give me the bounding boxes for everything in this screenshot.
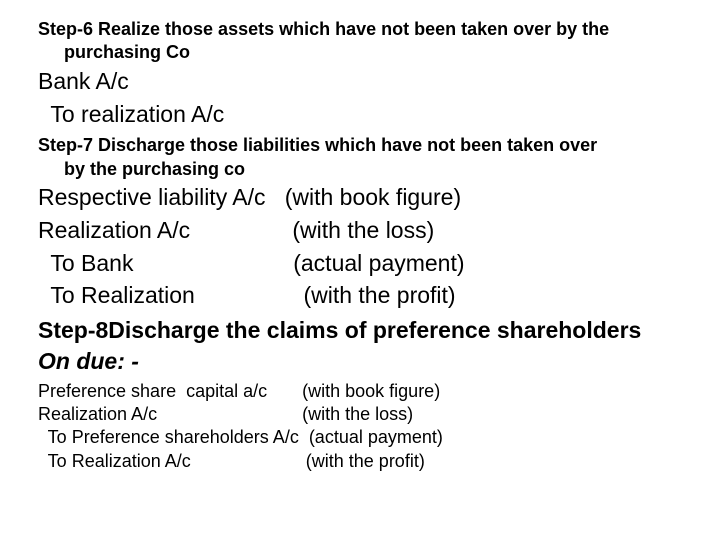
step8-line2: Realization A/c (with the loss) bbox=[38, 403, 682, 426]
step7-heading: Step-7 Discharge those liabilities which… bbox=[38, 134, 682, 181]
step7-line4: To Realization (with the profit) bbox=[38, 281, 682, 310]
step6-heading-line2: purchasing Co bbox=[38, 41, 682, 64]
step6-line1: Bank A/c bbox=[38, 67, 682, 96]
step7-line3: To Bank (actual payment) bbox=[38, 249, 682, 278]
slide-content: Step-6 Realize those assets which have n… bbox=[0, 0, 720, 473]
step8-heading: Step-8Discharge the claims of preference… bbox=[38, 316, 682, 345]
step6-heading-line1: Step-6 Realize those assets which have n… bbox=[38, 19, 609, 39]
step7-line1: Respective liability A/c (with book figu… bbox=[38, 183, 682, 212]
step7-line2: Realization A/c (with the loss) bbox=[38, 216, 682, 245]
step8-line1: Preference share capital a/c (with book … bbox=[38, 380, 682, 403]
step8-line3: To Preference shareholders A/c (actual p… bbox=[38, 426, 682, 449]
step7-heading-line1: Step-7 Discharge those liabilities which… bbox=[38, 135, 597, 155]
step6-line2: To realization A/c bbox=[38, 100, 682, 129]
step8-subheading: On due: - bbox=[38, 347, 682, 376]
step6-heading: Step-6 Realize those assets which have n… bbox=[38, 18, 682, 65]
step8-line4: To Realization A/c (with the profit) bbox=[38, 450, 682, 473]
step7-heading-line2: by the purchasing co bbox=[38, 158, 682, 181]
